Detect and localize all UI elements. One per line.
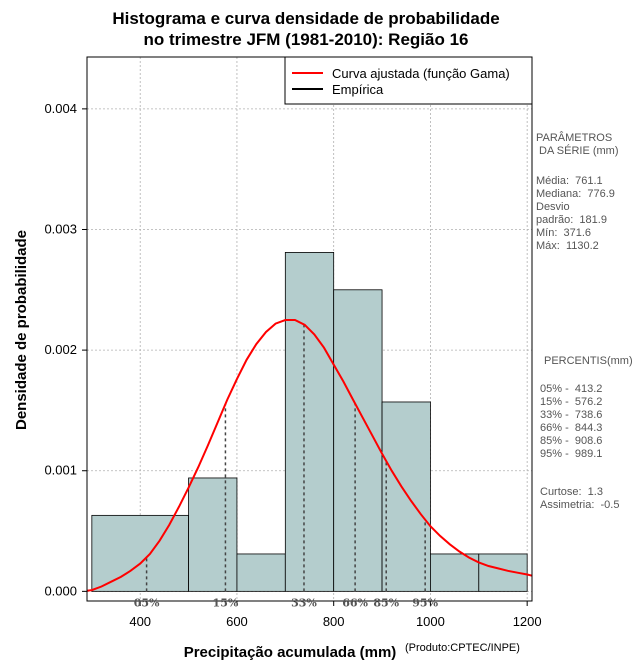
histogram-bar — [91, 514, 189, 592]
percentile-label: 05% — [134, 596, 160, 609]
chart-title-line-1: Histograma e curva densidade de probabil… — [112, 9, 499, 28]
histogram-bar — [188, 477, 238, 592]
ticks-layer: 400 600 800 1000 1200 0.000 0.001 0.002 0.003 0.0… — [44, 101, 541, 629]
percentiles-body: 05% - 413.2 15% - 576.2 33% - 738.6 66% … — [540, 383, 603, 460]
x-axis-title: Precipitação acumulada (mm) — [184, 644, 397, 660]
y-tick-label: 0.004 — [44, 101, 77, 116]
histogram-bar — [236, 553, 286, 592]
legend-curve-label: Curva ajustada (função Gama) — [332, 66, 510, 81]
chart-title-line-2: no trimestre JFM (1981-2010): Região 16 — [143, 30, 468, 49]
y-tick-label: 0.001 — [44, 463, 77, 478]
percentile-label: 85% — [373, 596, 399, 609]
series-params-title: PARÂMETROS DA SÉRIE (mm) — [536, 132, 619, 157]
percentile-label: 33% — [291, 596, 317, 609]
percentile-label: 66% — [342, 596, 368, 609]
x-tick-label: 800 — [323, 614, 345, 629]
y-tick-label: 0.000 — [44, 583, 77, 598]
series-params-body: Média: 761.1 Mediana: 776.9 Desvio padrã… — [536, 175, 615, 252]
legend-empirical-label: Empírica — [332, 82, 384, 97]
percentile-label: 95% — [412, 596, 438, 609]
x-tick-label: 400 — [129, 614, 151, 629]
y-tick-label: 0.003 — [44, 221, 77, 236]
x-tick-label: 1200 — [513, 614, 542, 629]
percentiles-title: PERCENTIS(mm) — [544, 355, 633, 367]
percentile-lines-layer — [145, 324, 426, 592]
y-axis-title: Densidade de probabilidade — [13, 230, 30, 430]
shape-stats-body: Curtose: 1.3 Assimetria: -0.5 — [540, 486, 620, 511]
y-tick-label: 0.002 — [44, 342, 77, 357]
product-credit: (Produto:CPTEC/INPE) — [405, 642, 520, 654]
histogram-bar — [381, 401, 431, 592]
legend-box — [284, 56, 533, 105]
x-tick-label: 1000 — [416, 614, 445, 629]
legend: Curva ajustada (função Gama) Empírica — [284, 56, 533, 105]
x-tick-label: 600 — [226, 614, 248, 629]
percentile-labels-layer: 05% 15% 33% 66% 85% 95% — [134, 596, 439, 609]
histogram-bar — [284, 252, 335, 592]
percentile-label: 15% — [213, 596, 239, 609]
bars-layer — [91, 252, 528, 592]
density-curve — [86, 319, 533, 592]
